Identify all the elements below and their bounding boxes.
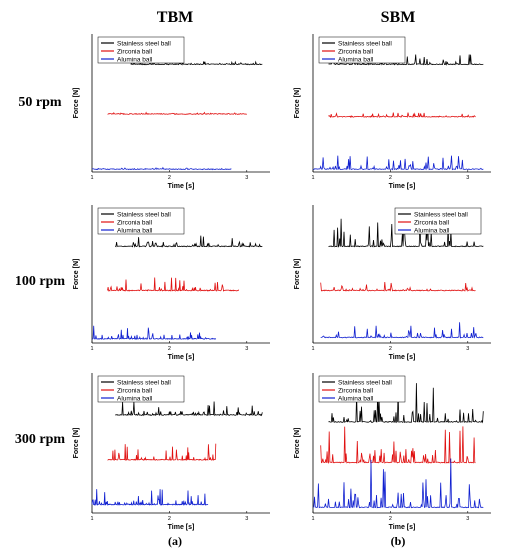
y-axis-label: Force [N] xyxy=(294,259,301,290)
x-tick-label: 2 xyxy=(389,516,392,522)
y-axis-label: Force [N] xyxy=(294,88,301,119)
legend-entry: Stainless steel ball xyxy=(414,211,468,218)
x-tick-label: 3 xyxy=(245,175,248,181)
series-line-zirconia-ball xyxy=(320,426,476,464)
series-line-alumina-ball xyxy=(313,155,484,171)
series-line-zirconia-ball xyxy=(107,111,247,116)
series-line-stainless-steel-ball xyxy=(328,53,484,66)
legend-entry: Alumina ball xyxy=(117,56,153,63)
panels-group: 1 2 3 Time [s] Force [N] Stainless steel ball… xyxy=(73,34,491,531)
series-line-alumina-ball xyxy=(91,489,209,506)
legend-entry: Stainless steel ball xyxy=(117,379,171,386)
x-tick-label: 2 xyxy=(168,346,171,352)
legend-entry: Zirconia ball xyxy=(117,387,153,394)
legend-entry: Zirconia ball xyxy=(338,387,374,394)
x-tick-label: 1 xyxy=(90,516,93,522)
series-line-zirconia-ball xyxy=(107,277,240,292)
legend-entry: Alumina ball xyxy=(338,395,374,402)
x-axis-label: Time [s] xyxy=(168,354,195,361)
x-tick-label: 3 xyxy=(466,175,469,181)
x-tick-label: 2 xyxy=(168,175,171,181)
series-line-stainless-steel-ball xyxy=(328,218,484,248)
column-title-sbm: SBM xyxy=(381,9,416,26)
x-tick-label: 3 xyxy=(466,346,469,352)
y-axis-label: Force [N] xyxy=(73,259,80,290)
chart-tbm-300: 1 2 3 Time [s] Force [N] Stainless steel ball… xyxy=(73,373,270,531)
row-label-50rpm: 50 rpm xyxy=(18,95,62,110)
x-axis-label: Time [s] xyxy=(168,524,195,531)
series-line-alumina-ball xyxy=(92,325,217,341)
series-line-stainless-steel-ball xyxy=(130,60,263,66)
legend-entry: Zirconia ball xyxy=(117,48,153,55)
series-line-stainless-steel-ball xyxy=(115,401,263,417)
chart-sbm-300: 1 2 3 Time [s] Force [N] Stainless steel ball… xyxy=(294,373,491,531)
legend-entry: Alumina ball xyxy=(117,227,153,234)
column-title-tbm: TBM xyxy=(157,9,193,26)
sub-label-b: (b) xyxy=(391,534,406,548)
series-line-zirconia-ball xyxy=(328,112,476,119)
legend-entry: Stainless steel ball xyxy=(117,211,171,218)
x-tick-label: 3 xyxy=(245,516,248,522)
series-line-alumina-ball xyxy=(92,166,232,171)
x-tick-label: 1 xyxy=(90,175,93,181)
series-line-alumina-ball xyxy=(320,322,484,339)
y-axis-label: Force [N] xyxy=(73,428,80,459)
x-tick-label: 1 xyxy=(311,346,314,352)
legend-entry: Stainless steel ball xyxy=(338,379,392,386)
chart-tbm-50: 1 2 3 Time [s] Force [N] Stainless steel ball… xyxy=(73,34,270,190)
x-tick-label: 2 xyxy=(389,175,392,181)
x-tick-label: 3 xyxy=(466,516,469,522)
sub-label-a: (a) xyxy=(168,534,182,548)
legend-entry: Zirconia ball xyxy=(414,219,450,226)
x-axis-label: Time [s] xyxy=(389,354,416,361)
row-label-300rpm: 300 rpm xyxy=(15,432,66,447)
y-axis-label: Force [N] xyxy=(294,428,301,459)
x-tick-label: 1 xyxy=(311,175,314,181)
series-line-zirconia-ball xyxy=(320,281,476,292)
x-tick-label: 2 xyxy=(389,346,392,352)
legend-entry: Stainless steel ball xyxy=(117,40,171,47)
chart-sbm-100: 1 2 3 Time [s] Force [N] Stainless steel ball… xyxy=(294,205,491,361)
series-line-stainless-steel-ball xyxy=(328,383,484,424)
y-axis-label: Force [N] xyxy=(73,88,80,119)
legend-entry: Zirconia ball xyxy=(117,219,153,226)
x-tick-label: 2 xyxy=(168,516,171,522)
chart-sbm-50: 1 2 3 Time [s] Force [N] Stainless steel ball… xyxy=(294,34,491,190)
x-tick-label: 3 xyxy=(245,346,248,352)
legend-entry: Stainless steel ball xyxy=(338,40,392,47)
row-label-100rpm: 100 rpm xyxy=(15,274,66,289)
legend-entry: Alumina ball xyxy=(338,56,374,63)
x-axis-label: Time [s] xyxy=(168,183,195,190)
x-tick-label: 1 xyxy=(311,516,314,522)
x-axis-label: Time [s] xyxy=(389,524,416,531)
legend-entry: Alumina ball xyxy=(117,395,153,402)
series-line-stainless-steel-ball xyxy=(114,235,263,248)
legend-entry: Zirconia ball xyxy=(338,48,374,55)
series-line-zirconia-ball xyxy=(107,443,217,461)
x-tick-label: 1 xyxy=(90,346,93,352)
chart-tbm-100: 1 2 3 Time [s] Force [N] Stainless steel ball… xyxy=(73,205,270,361)
x-axis-label: Time [s] xyxy=(389,183,416,190)
series-line-alumina-ball xyxy=(313,458,484,509)
legend-entry: Alumina ball xyxy=(414,227,450,234)
